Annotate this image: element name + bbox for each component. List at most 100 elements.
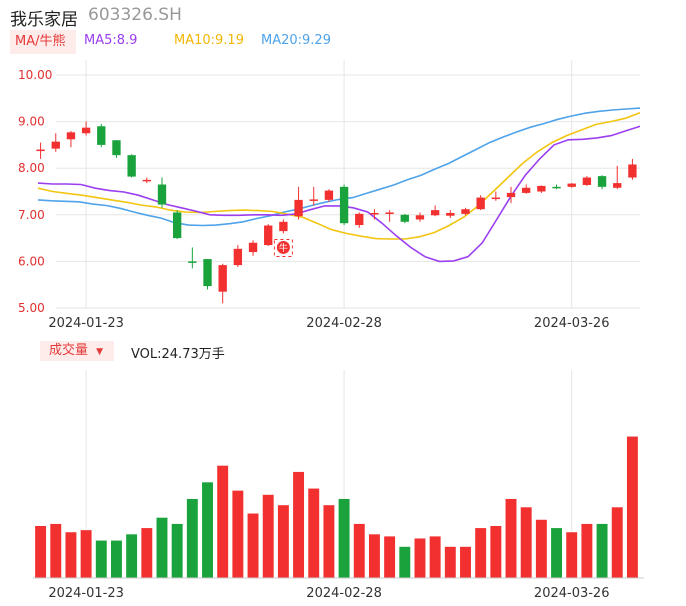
candle-body — [203, 259, 212, 287]
volume-bar — [65, 532, 77, 578]
volume-bar — [611, 507, 623, 578]
volume-bar — [444, 546, 456, 578]
candle-body — [582, 177, 592, 185]
candle-body — [97, 126, 106, 145]
candle-body — [36, 149, 45, 152]
candle-body — [506, 192, 516, 198]
volume-bar — [581, 523, 593, 578]
candle-body — [537, 185, 546, 192]
volume-bar — [156, 517, 168, 578]
candle-body — [446, 212, 455, 216]
ma5-line — [37, 125, 641, 263]
price-tick-label: 8.00 — [18, 161, 45, 175]
candle-body — [264, 225, 273, 246]
candle-body — [172, 212, 182, 239]
candle-body — [430, 210, 440, 216]
volume-bar — [95, 540, 107, 578]
dropdown-caret-icon: ▼ — [96, 347, 104, 357]
volume-bar — [566, 532, 578, 578]
date-label: 2024-01-23 — [48, 316, 124, 331]
candle-body — [370, 212, 379, 215]
candle-body — [188, 261, 197, 263]
candle-body — [476, 197, 485, 210]
candle-body — [339, 186, 349, 224]
volume-bar — [110, 540, 122, 578]
volume-bar — [460, 546, 471, 578]
candle-body — [461, 209, 470, 214]
bull-marker-frame — [273, 238, 293, 257]
bull-marker-icon — [276, 240, 290, 254]
ma20-line — [37, 107, 641, 227]
volume-bar — [232, 490, 244, 578]
candle-body — [309, 199, 318, 201]
price-tick-label: 5.00 — [18, 301, 45, 315]
price-tick-label: 7.00 — [18, 208, 45, 222]
date-label: 2024-03-26 — [534, 586, 610, 601]
volume-bar — [414, 538, 426, 578]
candle-body — [567, 183, 576, 187]
date-label: 2024-02-28 — [306, 316, 382, 331]
candle-body — [81, 127, 91, 134]
volume-bar — [202, 482, 213, 578]
candle-body — [613, 183, 622, 188]
stock-name: 我乐家居 — [10, 10, 78, 30]
volume-bar — [308, 488, 320, 578]
candle-body — [294, 199, 303, 217]
bull-marker-text: 牛 — [279, 242, 288, 254]
volume-button-label: 成交量 — [49, 343, 89, 358]
volume-indicator-button[interactable]: 成交量 ▼ — [40, 341, 114, 361]
volume-bar — [535, 519, 547, 578]
candle-body — [552, 186, 561, 189]
volume-bar — [141, 528, 153, 578]
volume-bar — [186, 498, 198, 578]
volume-bar — [80, 530, 92, 578]
volume-bar — [520, 507, 532, 578]
candle-body — [415, 215, 425, 220]
volume-bar — [338, 498, 350, 578]
candle-body — [157, 184, 167, 205]
date-label: 2024-02-28 — [306, 586, 382, 601]
volume-bar — [596, 523, 608, 578]
volume-bar — [35, 526, 47, 578]
candle-body — [218, 265, 227, 292]
volume-bar — [293, 471, 305, 578]
candle-body — [51, 141, 60, 149]
volume-bar — [171, 523, 183, 578]
volume-bar — [262, 494, 274, 578]
candle-body — [491, 197, 501, 200]
candle-body — [66, 132, 76, 140]
candle-body — [628, 164, 637, 178]
ma5-legend: MA5:8.9 — [84, 33, 138, 48]
ma-indicator-button[interactable]: MA/牛熊 — [10, 30, 76, 54]
candle-body — [385, 212, 394, 214]
ma20-legend: MA20:9.29 — [261, 33, 331, 48]
price-tick-label: 10.00 — [18, 68, 52, 82]
ma10-line — [37, 111, 641, 240]
candle-body — [324, 190, 334, 200]
volume-bar — [626, 436, 638, 578]
stock-code: 603326.SH — [88, 5, 182, 25]
candle-body — [127, 155, 136, 177]
volume-bar — [277, 505, 289, 578]
candle-body — [142, 179, 151, 182]
volume-bar — [217, 465, 229, 578]
volume-bar — [353, 523, 365, 578]
price-tick-label: 9.00 — [18, 115, 45, 129]
volume-bar — [399, 546, 411, 578]
volume-bar — [475, 528, 487, 578]
candle-body — [233, 248, 243, 266]
volume-bar — [505, 498, 517, 578]
volume-bar — [384, 536, 396, 578]
volume-value: VOL:24.73万手 — [131, 347, 225, 362]
ma10-legend: MA10:9.19 — [174, 33, 244, 48]
candle-body — [248, 242, 258, 253]
volume-bar — [323, 505, 335, 578]
date-label: 2024-01-23 — [48, 586, 124, 601]
candle-body — [522, 187, 531, 193]
candle-body — [112, 140, 121, 156]
volume-bar — [247, 513, 259, 578]
volume-bar — [429, 536, 441, 578]
candle-body — [279, 221, 288, 232]
candle-body — [597, 176, 607, 187]
